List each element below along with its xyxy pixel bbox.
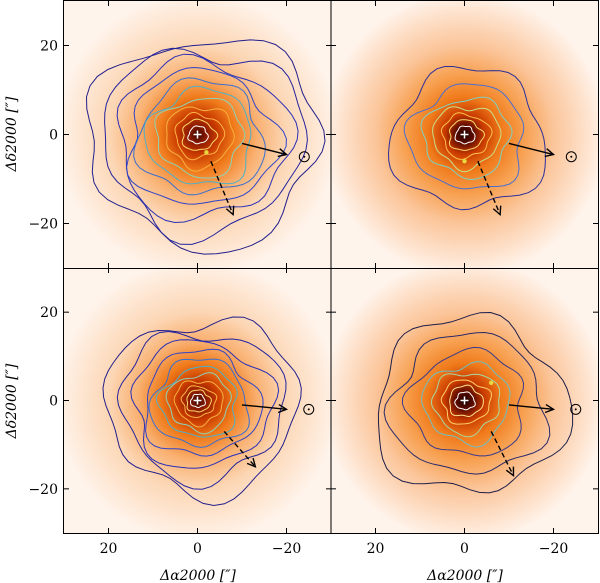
contour <box>173 380 224 428</box>
axes <box>63 0 599 534</box>
contour <box>403 83 525 190</box>
contour <box>174 111 226 161</box>
contour <box>430 373 501 438</box>
contour <box>401 346 525 457</box>
panel-bottom-left <box>64 268 331 533</box>
contour <box>133 77 266 196</box>
x-tick-label: 20 <box>100 541 118 557</box>
proper-motion-arrow-head <box>544 403 556 414</box>
y-axis-label-bottom: Δδ2000 [″] <box>4 363 20 439</box>
contour <box>420 96 513 181</box>
x-axis-label-right: Δα2000 [″] <box>426 568 503 583</box>
contour <box>454 391 476 411</box>
source-marker <box>460 396 469 405</box>
proper-motion-arrow <box>508 142 554 156</box>
dashed-direction-arrow-head <box>246 457 257 468</box>
sun-symbol <box>565 151 577 163</box>
secondary-source-dot <box>204 150 209 155</box>
contour <box>155 365 238 438</box>
contour <box>116 330 287 490</box>
panels <box>64 1 598 533</box>
sun-symbol <box>570 403 582 415</box>
contour <box>181 118 219 151</box>
dashed-direction-arrow <box>477 160 501 215</box>
proper-motion-arrow-head <box>277 148 289 158</box>
contour <box>154 97 246 179</box>
contour <box>85 39 326 255</box>
dashed-direction-arrow <box>210 160 234 215</box>
contour <box>116 53 299 224</box>
y-tick-label: −20 <box>28 217 58 233</box>
y-tick-label: 20 <box>40 305 58 321</box>
panel-top-left <box>64 1 331 268</box>
sun-symbol-dot <box>307 408 310 411</box>
secondary-source-dot <box>489 380 494 386</box>
x-tick-label: 0 <box>460 541 469 557</box>
contour <box>166 106 235 172</box>
contour <box>102 316 302 507</box>
source-marker <box>193 396 202 405</box>
panel-top-right <box>331 1 598 268</box>
contour <box>186 389 212 413</box>
contour <box>432 106 502 173</box>
ticks: 20 0 −20 20 0 −20 20 0 −20 20 0 −20 <box>28 1 598 557</box>
y-tick-label: 0 <box>49 128 58 144</box>
contour <box>130 339 280 469</box>
dashed-direction-arrow-head <box>492 205 502 217</box>
proper-motion-arrow <box>508 404 554 411</box>
contour <box>440 379 493 425</box>
contour <box>190 393 206 409</box>
dashed-direction-arrow-head <box>505 466 515 477</box>
contour <box>143 85 252 185</box>
contour <box>148 358 250 448</box>
contour <box>448 119 485 151</box>
contour <box>440 112 493 160</box>
contour <box>420 361 511 448</box>
proper-motion-arrow <box>241 404 287 411</box>
y-tick-label: 0 <box>49 394 58 410</box>
proper-motion-arrow <box>241 142 287 156</box>
contour <box>387 66 546 211</box>
dashed-direction-arrow <box>490 431 515 476</box>
x-tick-label: −20 <box>539 541 569 557</box>
sun-symbol <box>303 403 315 415</box>
proper-motion-arrow-head <box>544 148 556 158</box>
contour <box>383 331 551 475</box>
contour <box>454 125 476 145</box>
contour <box>104 47 308 245</box>
x-tick-label: 20 <box>367 541 385 557</box>
sun-symbol-dot <box>574 408 577 411</box>
y-tick-label: −20 <box>28 482 58 498</box>
contour <box>165 372 232 435</box>
sun-symbol <box>298 151 310 163</box>
labels: Δα2000 [″] Δα2000 [″] Δδ2000 [″] Δδ2000 … <box>4 96 503 583</box>
y-tick-label: 20 <box>40 39 58 55</box>
contour <box>145 348 264 457</box>
proper-motion-arrow-head <box>277 403 289 414</box>
contour <box>187 125 209 145</box>
x-tick-label: −20 <box>272 541 302 557</box>
source-marker <box>460 130 469 139</box>
x-axis-label-left: Δα2000 [″] <box>159 568 236 583</box>
sun-symbol-dot <box>303 155 306 158</box>
x-tick-label: 0 <box>193 541 202 557</box>
dashed-direction-arrow-head <box>225 205 235 217</box>
sun-symbol-dot <box>570 155 573 158</box>
contour <box>180 385 218 419</box>
contour <box>377 311 574 494</box>
source-marker <box>193 130 202 139</box>
panel-bottom-right <box>331 268 598 533</box>
contour <box>449 384 484 418</box>
secondary-source-dot <box>462 159 467 164</box>
y-axis-label-top: Δδ2000 [″] <box>4 96 20 172</box>
